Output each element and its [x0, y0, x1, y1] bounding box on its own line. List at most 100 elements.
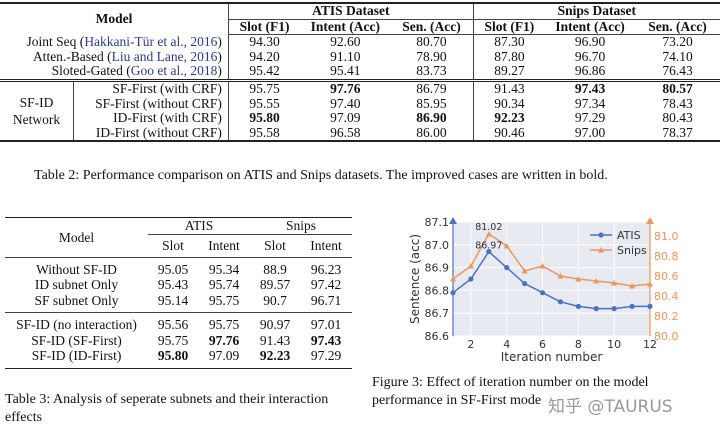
y-left-tick-label: 86.9 [425, 262, 450, 275]
y-right-tick-label: 81.0 [654, 230, 679, 243]
model-name: SF-ID (no interaction) [5, 312, 148, 333]
column-header: Sen. (Acc) [635, 19, 720, 36]
cell: 83.73 [390, 64, 474, 81]
cell: 95.14 [157, 292, 189, 308]
column-header: Slot [162, 237, 184, 253]
cell: 90.34 [494, 95, 525, 111]
data-point [629, 303, 635, 309]
legend-label: Snips [617, 244, 647, 257]
x-tick-label: 6 [539, 338, 546, 351]
cell: 95.75 [228, 78, 301, 97]
cell: 97.09 [330, 110, 361, 126]
cell: 78.90 [390, 49, 474, 65]
cell: 86.90 [390, 111, 474, 126]
y-left-tick-label: 87.0 [425, 239, 450, 252]
cell: 95.58 [228, 125, 301, 143]
group-header: ATIS [148, 217, 250, 235]
cell: 95.75 [157, 332, 189, 348]
data-point [486, 249, 492, 255]
cell: 96.90 [574, 34, 606, 50]
cell: 80.43 [662, 110, 693, 126]
data-point [557, 299, 564, 305]
column-header: Slot [264, 237, 286, 253]
group-label: SF-ID Network [0, 78, 74, 143]
x-tick-label: 12 [643, 338, 657, 351]
x-tick-label: 10 [607, 338, 621, 351]
legend-label: ATIS [617, 229, 641, 242]
cell: 97.40 [330, 95, 361, 111]
cell: 95.34 [198, 256, 250, 277]
cell: 85.95 [390, 96, 474, 112]
cell: 95.41 [330, 63, 361, 79]
data-point [467, 263, 474, 269]
group-header: Snips Dataset [473, 1, 720, 20]
data-point [575, 303, 581, 309]
data-point [575, 276, 582, 282]
cell: 90.46 [473, 125, 546, 143]
paren: ) [217, 33, 222, 49]
cell: 95.43 [157, 277, 189, 292]
header-row: Model ATIS Dataset Snips Dataset [0, 1, 720, 35]
model-name: Sloted-Gated (Goo et al., 2018) [0, 63, 229, 81]
cell: 97.34 [574, 95, 606, 111]
group-header: Snips [249, 217, 352, 235]
model-name: Atten.-Based (Liu and Lane, 2016) [0, 48, 229, 65]
cell: 90.7 [263, 292, 287, 308]
model-label: Atten.-Based ( [32, 48, 112, 64]
cell: 97.43 [545, 78, 636, 97]
left-axis-arrow-icon [449, 217, 457, 224]
annotation: 81.02 [475, 222, 502, 233]
table-row: Joint Seq (Hakkani-Tür et al., 2016) 94.3… [0, 33, 720, 50]
model-name: ID-First (without CRF) [73, 125, 229, 143]
cell: 96.23 [300, 256, 352, 277]
y-left-tick-label: 86.6 [425, 330, 450, 343]
cell: 90.97 [249, 312, 301, 333]
data-point [450, 276, 456, 282]
table-3: Model ATIS Snips Slot Intent Slot Intent Withou… [5, 217, 352, 369]
column-header: Slot (F1) [473, 19, 546, 36]
cell: 97.00 [545, 125, 636, 143]
cell: 92.60 [330, 34, 361, 50]
cell: 96.58 [300, 125, 391, 143]
y-right-tick-label: 80.6 [654, 270, 679, 283]
model-name: ID subnet Only [34, 277, 119, 292]
data-point [647, 303, 653, 309]
cell: 97.29 [574, 110, 606, 126]
cell: 95.75 [198, 312, 250, 333]
cell: 97.01 [300, 312, 352, 333]
cell: 92.23 [249, 348, 301, 369]
data-point [647, 281, 653, 287]
citation-link[interactable]: Hakkani-Tür et al., 2016 [84, 33, 218, 49]
model-name: SF subnet Only [34, 292, 119, 308]
x-tick-label: 4 [503, 338, 510, 351]
y-right-tick-label: 80.0 [654, 330, 679, 343]
cell: 94.20 [249, 48, 280, 64]
model-label: Joint Seq ( [26, 33, 85, 49]
citation-link[interactable]: Goo et al., 2018 [130, 63, 218, 79]
data-point [629, 283, 636, 289]
table-row: SF-ID (ID-First) 95.80 97.09 92.23 97.29 [5, 348, 352, 369]
column-header: Intent [310, 237, 342, 253]
cell: 91.43 [473, 78, 546, 97]
plot-area [453, 222, 650, 336]
data-point [503, 243, 510, 249]
y-right-tick-label: 80.4 [654, 290, 679, 303]
right-axis-arrow-icon [646, 217, 654, 224]
cell: 80.70 [390, 34, 474, 50]
table-row: ID subnet Only 95.43 95.74 89.57 97.42 [5, 277, 352, 293]
x-tick-label: 8 [575, 338, 582, 351]
paren: ) [217, 48, 222, 64]
header-row: Model ATIS Snips [5, 217, 352, 257]
cell: 91.43 [259, 332, 291, 348]
cell: 80.57 [635, 78, 720, 97]
data-point [504, 265, 510, 271]
model-name: Without SF-ID [5, 256, 148, 277]
cell: 95.74 [208, 277, 240, 292]
citation-link[interactable]: Liu and Lane, 2016 [111, 48, 218, 64]
cell: 97.76 [300, 78, 391, 97]
table-row: ID-First (without CRF) 95.58 96.58 86.00 90.… [0, 125, 720, 143]
cell: 89.27 [494, 63, 525, 79]
data-point [485, 231, 492, 237]
model-name: SF-First (with CRF) [73, 78, 229, 97]
legend-marker-icon [598, 232, 604, 238]
